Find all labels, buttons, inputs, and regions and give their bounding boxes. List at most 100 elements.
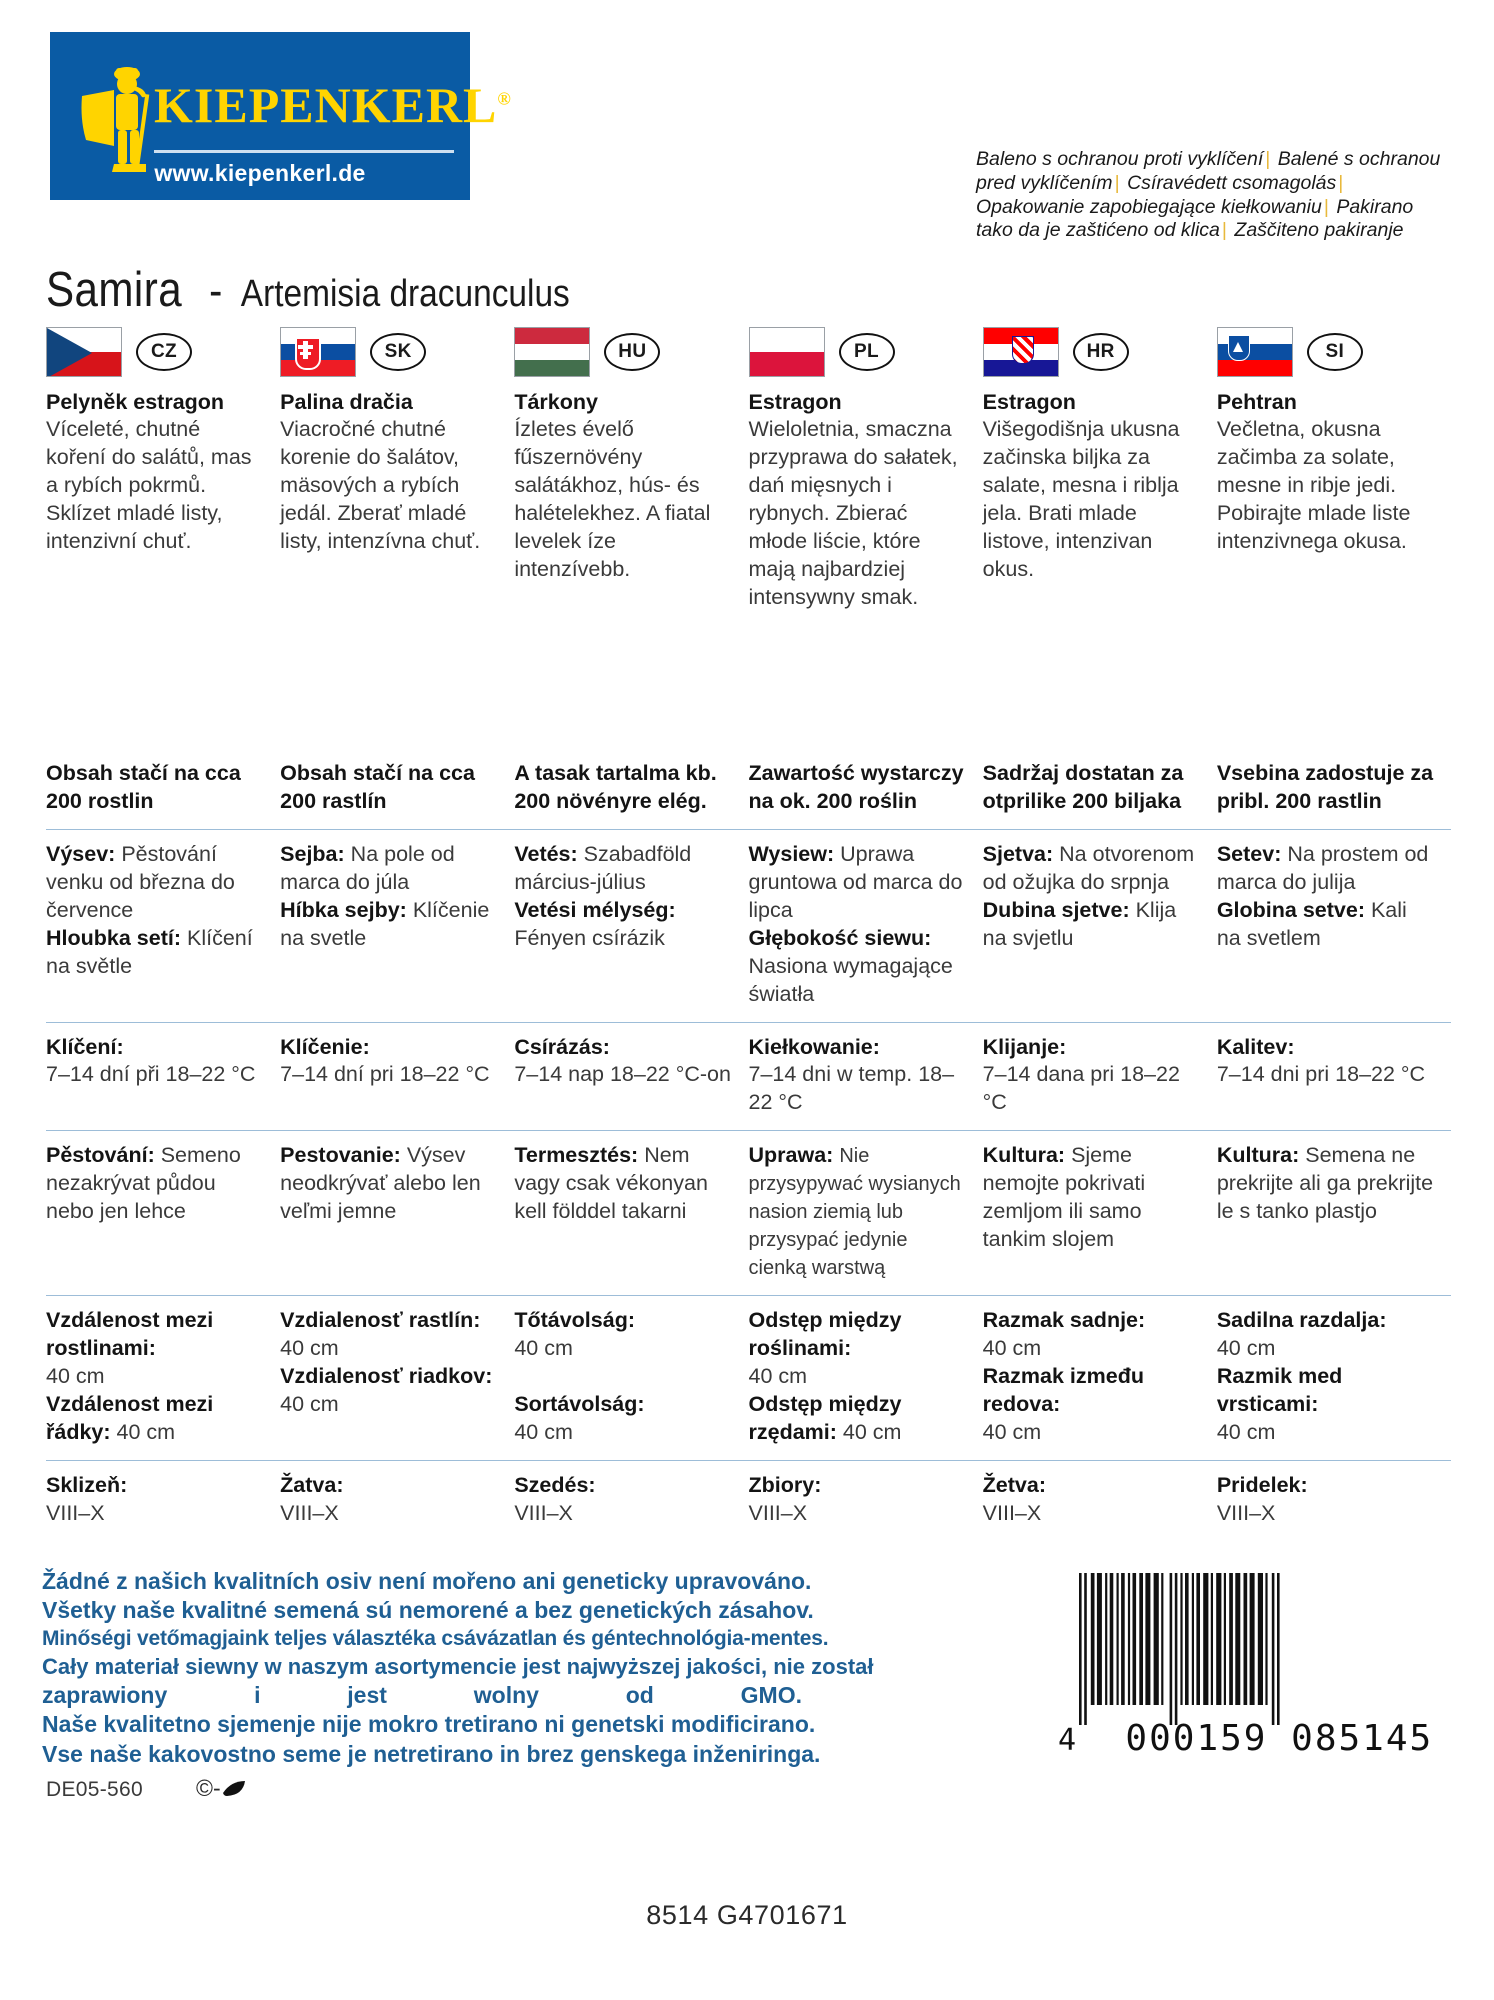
plant-description-sk: Viacročné chutné korenie do šalátov, mäs… xyxy=(280,417,481,553)
notice-part: Baleno s ochranou proti vyklíčení xyxy=(976,148,1264,170)
table-row-harvest: Sklizeň: VIII–X Žatva: VIII–X Szedés: VIII–… xyxy=(46,1459,1451,1541)
content-note-hr: Sadržaj dostatan za otprilike 200 biljak… xyxy=(982,761,1184,813)
title-dash: - xyxy=(209,264,223,316)
barcode xyxy=(1073,1573,1403,1733)
country-code-si: SI xyxy=(1306,333,1363,371)
sowing-hu: Vetés: Szabadföld március-július Vetési m… xyxy=(514,841,692,950)
content-note-sk: Obsah stačí na cca 200 rastlín xyxy=(280,761,475,813)
flag-row-sk: SK xyxy=(280,325,500,379)
plant-description-hr: Višegodišnja ukusna začinska biljka za s… xyxy=(982,417,1180,581)
germination-sk: Klíčenie: 7–14 dní pri 18–22 °C xyxy=(280,1034,490,1087)
germination-pl: Kiełkowanie: 7–14 dni w temp. 18–22 °C xyxy=(748,1034,955,1115)
article-code: DE05-560 xyxy=(46,1778,143,1801)
leaf-icon xyxy=(222,1781,245,1796)
notice-separator: | xyxy=(1114,171,1120,194)
slovenia-flag xyxy=(1216,327,1293,377)
culture-si: Kultura: Semena ne prekrijte ali ga prek… xyxy=(1216,1143,1434,1224)
sowing-sk: Sejba: Na pole od marca do júla Híbka sej… xyxy=(280,841,490,950)
table-row-spacing: Vzdálenost mezi rostlinami: 40 cm Vzdáleno… xyxy=(46,1295,1451,1460)
gmo-line: Minőségi vetőmagjaink teljes választéka … xyxy=(42,1626,829,1650)
product-title: Samira - Artemisia dracunculus xyxy=(46,262,615,318)
language-columns: CZ Pelyněk estragon Víceleté, chutné koř… xyxy=(46,325,1451,612)
flag-row-cz: CZ xyxy=(46,325,266,379)
spacing-si: Sadilna razdalja: 40 cm Razmik med vrstica… xyxy=(1216,1308,1387,1444)
notice-part: Csíravédett csomagolás xyxy=(1127,171,1337,194)
country-code-sk: SK xyxy=(370,333,427,371)
sowing-pl: Wysiew: Uprawa gruntowa od marca do lipc… xyxy=(748,841,963,1006)
spacing-hr: Razmak sadnje: 40 cm Razmak između redova:… xyxy=(982,1308,1146,1444)
spacing-cz: Vzdálenost mezi rostlinami: 40 cm Vzdáleno… xyxy=(46,1308,214,1444)
language-column-cz: CZ Pelyněk estragon Víceleté, chutné koř… xyxy=(46,325,280,612)
content-note-hu: A tasak tartalma kb. 200 növényre elég. xyxy=(514,761,717,813)
table-row-sowing: Výsev: Pěstování venku od března do červ… xyxy=(46,828,1451,1022)
slovakia-flag xyxy=(280,327,357,377)
plant-description-si: Večletna, okusna začimba za solate, mesn… xyxy=(1216,417,1411,553)
spacing-sk: Vzdialenosť rastlín: 40 cm Vzdialenosť ria… xyxy=(280,1308,493,1416)
notice-part: Zaščiteno pakiranje xyxy=(1234,219,1404,242)
culture-cz: Pěstování: Semeno nezakrývat půdou nebo … xyxy=(46,1143,241,1224)
country-code-cz: CZ xyxy=(136,333,192,371)
notice-separator: | xyxy=(1323,195,1329,218)
croatia-flag xyxy=(982,327,1059,377)
sowing-hr: Sjetva: Na otvorenom od ožujka do srpnja… xyxy=(982,841,1195,950)
brand-url: www.kiepenkerl.de xyxy=(154,160,366,186)
notice-part: Opakowanie zapobiegające kiełkowaniu xyxy=(976,195,1322,218)
logo-divider xyxy=(154,150,454,153)
germination-si: Kalitev: 7–14 dni pri 18–22 °C xyxy=(1216,1034,1426,1087)
notice-separator: | xyxy=(1338,171,1344,194)
barcode-bars xyxy=(1079,1573,1280,1725)
plant-name-cz: Pelyněk estragon xyxy=(46,390,225,414)
spacing-hu: Tőtávolság: 40 cm Sortávolság: 40 cm xyxy=(514,1308,645,1444)
cultivation-info-table: Obsah stačí na cca 200 rostlin Obsah sta… xyxy=(46,760,1451,1541)
language-column-si: SI Pehtran Večletna, okusna začimba za s… xyxy=(1216,325,1451,612)
gmo-line: Cały materiał siewny w naszym asortymenc… xyxy=(42,1653,874,1679)
protection-notice: Baleno s ochranou proti vyklíčení | Balen… xyxy=(976,148,1446,243)
gmo-line: Vse naše kakovostno seme je netretirano … xyxy=(42,1740,821,1767)
copyright-mark: ©- xyxy=(196,1775,247,1802)
bottom-code: 8514 G4701671 xyxy=(646,1900,848,1930)
language-column-pl: PL Estragon Wieloletnia, smaczna przypra… xyxy=(748,325,983,612)
barcode-number: 4 000159 085145 xyxy=(1058,1718,1434,1759)
kiepenkerl-logo: KIEPENKERL® www.kiepenkerl.de xyxy=(50,32,511,200)
hungary-flag xyxy=(514,327,591,377)
plant-description-cz: Víceleté, chutné koření do salátů, mas a… xyxy=(46,417,252,553)
plant-description-pl: Wieloletnia, smaczna przyprawa do sałate… xyxy=(748,417,958,609)
germination-cz: Klíčení: 7–14 dní při 18–22 °C xyxy=(46,1034,256,1087)
plant-name-si: Pehtran xyxy=(1216,390,1297,414)
czech-flag xyxy=(46,327,122,377)
latin-name: Artemisia dracunculus xyxy=(240,273,570,315)
germination-hu: Csírázás: 7–14 nap 18–22 °C-on xyxy=(514,1034,731,1087)
poland-flag xyxy=(748,327,825,377)
content-note-si: Vsebina zadostuje za pribl. 200 rastlin xyxy=(1216,761,1434,813)
language-column-hu: HU Tárkony Ízletes évelő fűszernövény sa… xyxy=(514,325,748,612)
brand-wordmark: KIEPENKERL® xyxy=(154,77,512,133)
plant-name-hr: Estragon xyxy=(982,390,1076,414)
sowing-cz: Výsev: Pěstování venku od března do červ… xyxy=(46,841,253,978)
flag-row-hu: HU xyxy=(514,325,734,379)
gmo-line: Všetky naše kvalitné semená sú nemorené … xyxy=(42,1597,814,1624)
gmo-statement: Žádné z našich kvalitních osiv není moře… xyxy=(42,1567,874,1769)
culture-hr: Kultura: Sjeme nemojte pokrivati zemljom… xyxy=(982,1143,1146,1252)
country-code-hu: HU xyxy=(604,333,661,371)
harvest-pl: Zbiory: VIII–X xyxy=(748,1472,822,1525)
flag-row-pl: PL xyxy=(748,325,969,379)
table-row-content-note: Obsah stačí na cca 200 rostlin Obsah sta… xyxy=(46,760,1451,829)
flag-row-si: SI xyxy=(1216,325,1437,379)
notice-separator: | xyxy=(1221,219,1227,242)
plant-name-sk: Palina dračia xyxy=(280,390,413,414)
notice-part: Balené s ochranou pred vyklíčením xyxy=(976,148,1441,194)
harvest-hu: Szedés: VIII–X xyxy=(514,1472,596,1525)
plant-name-pl: Estragon xyxy=(748,390,842,414)
harvest-si: Pridelek: VIII–X xyxy=(1216,1472,1308,1525)
gmo-line: Naše kvalitetno sjemenje nije mokro tret… xyxy=(42,1711,816,1738)
gmo-line: zaprawiony i jest wolny od GMO. xyxy=(42,1681,802,1708)
culture-sk: Pestovanie: Výsev neodkrývať alebo len v… xyxy=(280,1143,481,1224)
notice-part: Pakirano tako da je zaštićeno od klica xyxy=(976,195,1414,242)
germination-hr: Klijanje: 7–14 dana pri 18–22 °C xyxy=(982,1034,1180,1115)
culture-pl: Uprawa: Nie przysypywać wysianych nasion… xyxy=(748,1143,961,1280)
language-column-sk: SK Palina dračia Viacročné chutné koreni… xyxy=(280,325,514,612)
content-note-pl: Zawartość wystarczy na ok. 200 roślin xyxy=(748,761,964,813)
culture-hu: Termesztés: Nem vagy csak vékonyan kell … xyxy=(514,1143,708,1224)
notice-separator: | xyxy=(1265,148,1271,170)
